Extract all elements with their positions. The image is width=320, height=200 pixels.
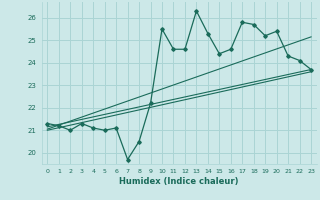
X-axis label: Humidex (Indice chaleur): Humidex (Indice chaleur) bbox=[119, 177, 239, 186]
